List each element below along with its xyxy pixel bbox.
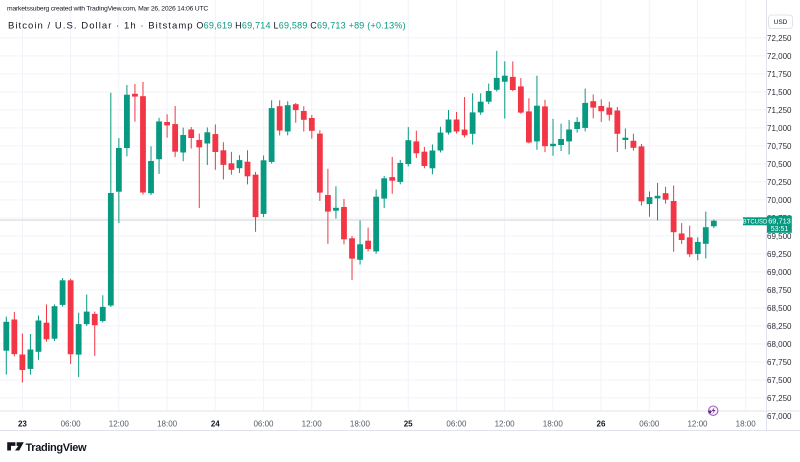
svg-text:12:00: 12:00 [302,420,323,429]
svg-text:18:00: 18:00 [543,420,564,429]
svg-text:12:00: 12:00 [495,420,516,429]
svg-text:25: 25 [404,420,413,429]
svg-text:69,713: 69,713 [768,216,791,225]
svg-text:70,500: 70,500 [767,160,792,169]
svg-text:70,750: 70,750 [767,142,792,151]
svg-text:68,250: 68,250 [767,322,792,331]
svg-text:18:00: 18:00 [157,420,178,429]
svg-text:67,750: 67,750 [767,358,792,367]
svg-text:71,750: 71,750 [767,70,792,79]
svg-text:72,000: 72,000 [767,52,792,61]
svg-text:71,250: 71,250 [767,106,792,115]
svg-text:69,500: 69,500 [767,232,792,241]
svg-text:06:00: 06:00 [639,420,660,429]
svg-text:72,250: 72,250 [767,34,792,43]
svg-text:TradingView: TradingView [26,442,88,454]
svg-text:71,500: 71,500 [767,88,792,97]
svg-text:24: 24 [211,420,220,429]
svg-text:USD: USD [774,19,788,26]
svg-text:68,000: 68,000 [767,340,792,349]
svg-text:12:00: 12:00 [109,420,130,429]
svg-text:67,500: 67,500 [767,376,792,385]
svg-text:70,000: 70,000 [767,196,792,205]
svg-text:06:00: 06:00 [253,420,274,429]
svg-text:70,250: 70,250 [767,178,792,187]
svg-text:71,000: 71,000 [767,124,792,133]
svg-text:26: 26 [597,420,606,429]
svg-text:12:00: 12:00 [687,420,708,429]
svg-text:67,250: 67,250 [767,394,792,403]
svg-text:18:00: 18:00 [736,420,757,429]
svg-text:23: 23 [18,420,27,429]
svg-text:BTCUSD: BTCUSD [743,220,768,226]
svg-text:18:00: 18:00 [350,420,371,429]
svg-text:68,500: 68,500 [767,304,792,313]
svg-text:06:00: 06:00 [446,420,467,429]
svg-text:68,750: 68,750 [767,286,792,295]
svg-text:53:51: 53:51 [771,226,789,233]
svg-text:06:00: 06:00 [61,420,82,429]
svg-text:67,000: 67,000 [767,412,792,421]
svg-text:Bitcoin / U.S. Dollar · 1h · B: Bitcoin / U.S. Dollar · 1h · Bitstamp O6… [8,21,406,32]
svg-text:69,000: 69,000 [767,268,792,277]
svg-text:marketssuberg created with Tra: marketssuberg created with TradingView.c… [7,5,208,12]
svg-text:69,250: 69,250 [767,250,792,259]
